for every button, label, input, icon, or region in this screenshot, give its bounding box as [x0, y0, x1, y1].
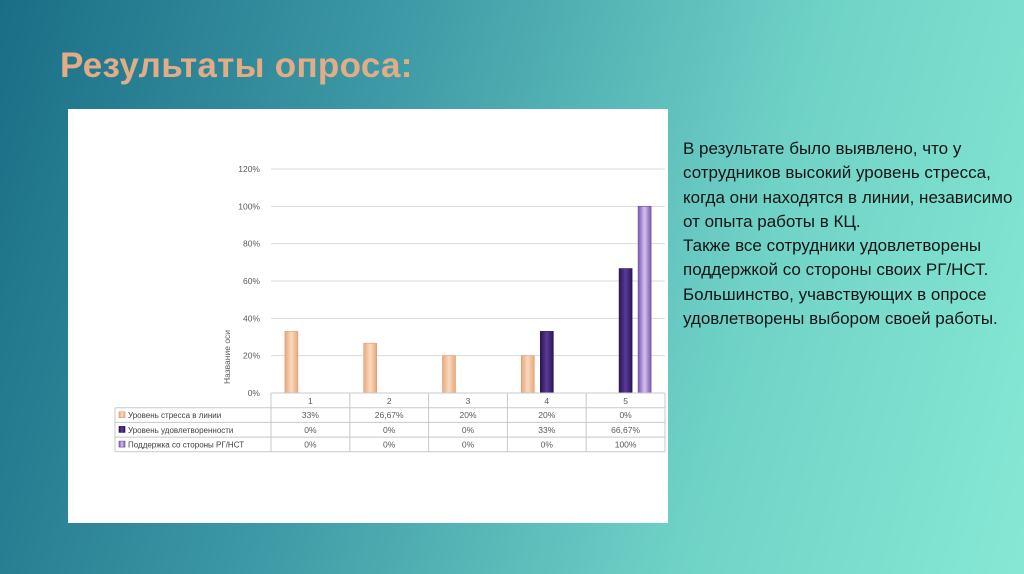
bar: [520, 355, 535, 394]
category-label: 4: [544, 396, 549, 406]
bar-chart: 0% 20% 40% 60% 80% 100% 120% 1 2 3 4 5 Уровень стре…: [114, 164, 666, 453]
category-label: 1: [308, 396, 313, 406]
summary-paragraph-1: В результате было выявлено, что у сотруд…: [683, 139, 1013, 231]
y-tick-label: 80%: [243, 239, 260, 249]
legend-label: Уровень стресса в линии: [128, 411, 221, 420]
category-label: 3: [466, 396, 471, 406]
data-label: 33%: [538, 425, 555, 435]
bar: [637, 206, 652, 394]
slide-title: Результаты опроса:: [60, 46, 413, 85]
y-tick-label: 20%: [243, 351, 260, 361]
data-label: 0%: [383, 440, 396, 450]
bar: [618, 268, 633, 394]
legend-label: Уровень удовлетворенности: [128, 426, 233, 435]
legend-swatch: [118, 411, 126, 419]
data-label: 26,67%: [375, 410, 404, 420]
data-label: 0%: [541, 440, 554, 450]
y-tick-label: 60%: [243, 276, 260, 286]
y-axis-label: Название оси: [222, 330, 232, 384]
data-label: 100%: [615, 440, 637, 450]
data-label: 0%: [462, 425, 475, 435]
y-tick-label: 40%: [243, 313, 260, 323]
data-label: 0%: [383, 425, 396, 435]
grid-layer: 0% 20% 40% 60% 80% 100% 120%: [238, 164, 665, 398]
category-label: 2: [387, 396, 392, 406]
legend-label: Поддержка со стороны РГ/НСТ: [128, 441, 244, 450]
bar: [442, 355, 456, 394]
y-tick-label: 100%: [238, 201, 260, 211]
data-label: 66,67%: [611, 425, 640, 435]
legend-swatch: [118, 426, 126, 433]
data-label: 20%: [538, 410, 555, 420]
summary-paragraph-2: Также все сотрудники удовлетворены подде…: [683, 236, 989, 280]
category-label: 5: [623, 396, 628, 406]
summary-text: В результате было выявлено, что у сотруд…: [683, 137, 1013, 331]
data-label: 20%: [459, 410, 476, 420]
data-label: 0%: [304, 440, 317, 450]
bar: [284, 331, 299, 394]
data-table: 1 2 3 4 5 Уровень стресса в линии 33% 26,67% 20%…: [114, 392, 666, 453]
data-label: 33%: [302, 410, 319, 420]
bar: [539, 331, 554, 394]
data-label: 0%: [619, 410, 632, 420]
data-label: 0%: [462, 440, 475, 450]
y-tick-label: 120%: [238, 164, 260, 174]
bar: [363, 342, 378, 394]
data-label: 0%: [304, 425, 317, 435]
bars-layer: [284, 206, 652, 394]
summary-paragraph-3: Большинство, учавствующих в опросе удовл…: [683, 284, 998, 329]
legend-swatch: [118, 440, 126, 448]
chart-panel: 0% 20% 40% 60% 80% 100% 120% 1 2 3 4 5 Уровень стре…: [68, 109, 668, 523]
y-tick-label: 0%: [248, 388, 261, 398]
